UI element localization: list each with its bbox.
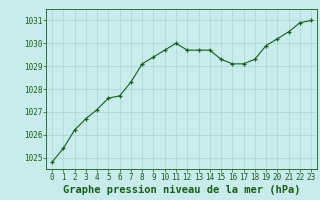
X-axis label: Graphe pression niveau de la mer (hPa): Graphe pression niveau de la mer (hPa) — [63, 185, 300, 195]
